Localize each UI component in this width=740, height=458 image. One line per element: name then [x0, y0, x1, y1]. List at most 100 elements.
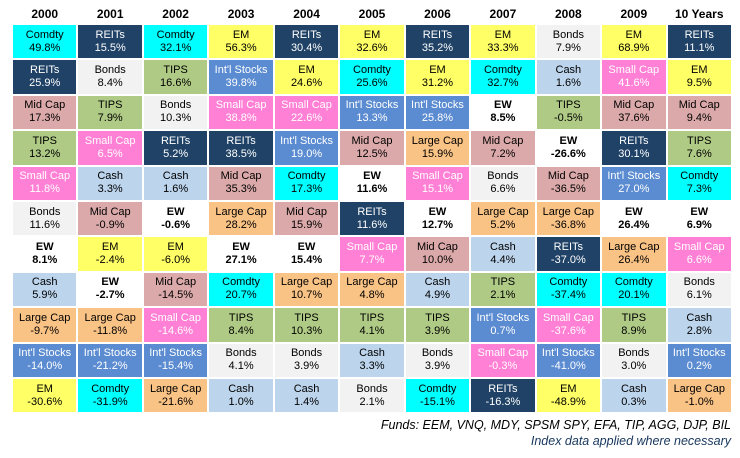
return-value: 11.6% [29, 218, 60, 231]
return-cell: Int'l Stocks 25.8% [405, 95, 470, 130]
return-value: 20.7% [225, 289, 257, 302]
asset-label: Comdty [287, 170, 326, 183]
return-cell: Small Cap 6.5% [78, 131, 142, 165]
return-value: 4.1% [359, 324, 385, 337]
asset-label: EW [232, 241, 250, 254]
return-value: 15.1% [421, 183, 454, 196]
return-cell: REITs 11.6% [340, 201, 404, 236]
return-cell: EM -2.4% [78, 237, 142, 271]
return-value: 13.3% [356, 112, 388, 125]
asset-label: Cash [228, 382, 254, 395]
asset-label: REITs [160, 134, 191, 147]
return-cell: Cash 4.9% [405, 272, 470, 307]
asset-label: Cash [424, 276, 451, 289]
year-header-row: 2000 2001 2002 2003 2004 2005 2006 2007 2008 2009… [13, 6, 731, 22]
return-value: 8.9% [621, 324, 647, 337]
return-cell: Large Cap -9.7% [13, 308, 77, 342]
return-value: 3.3% [359, 360, 385, 373]
return-value: 7.6% [686, 147, 712, 160]
year-header: 2003 [227, 7, 255, 21]
return-cell: Comdty 20.1% [602, 272, 666, 307]
return-cell: Cash 2.8% [667, 308, 731, 342]
return-value: 12.5% [356, 147, 388, 160]
asset-label: REITs [488, 382, 518, 395]
return-value: 38.5% [225, 147, 257, 160]
year-header: 2002 [162, 7, 189, 21]
asset-label: TIPS [621, 311, 647, 324]
asset-label: Large Cap [346, 276, 398, 289]
asset-label: Comdty [91, 382, 130, 395]
asset-label: REITs [95, 28, 125, 41]
return-value: 11.8% [29, 183, 60, 196]
return-cell: EM 31.2% [405, 60, 470, 94]
return-cell: Bonds 3.9% [405, 343, 470, 377]
return-value: -9.7% [30, 324, 60, 337]
return-cell: Int'l Stocks 0.7% [471, 308, 535, 342]
funds-note: Funds: EEM, VNQ, MDY, SPSM SPY, EFA, TIP… [380, 418, 731, 433]
return-value: 30.1% [618, 147, 650, 160]
return-value: 3.9% [424, 360, 450, 373]
return-value: 13.2% [29, 147, 61, 160]
return-cell: Small Cap 22.6% [274, 95, 339, 130]
return-value: 32.7% [487, 77, 519, 90]
return-cell: TIPS 2.1% [471, 272, 535, 307]
asset-label: Comdty [483, 64, 522, 77]
return-cell: Small Cap 7.7% [340, 237, 404, 271]
return-value: 35.2% [421, 41, 454, 54]
return-value: 7.2% [490, 147, 516, 160]
return-value: 4.8% [359, 289, 385, 302]
asset-label: Int'l Stocks [411, 99, 464, 112]
asset-label: EM [167, 241, 184, 254]
return-value: 0.3% [621, 395, 647, 408]
return-value: 5.2% [163, 147, 189, 160]
asset-label: Bonds [487, 170, 519, 183]
return-cell: Small Cap 38.8% [209, 95, 273, 130]
return-cell: Comdty -31.9% [78, 378, 142, 413]
asset-label: Mid Cap [482, 134, 524, 147]
asset-label: Large Cap [411, 134, 464, 147]
return-value: 0.2% [686, 360, 712, 373]
return-cell: Int'l Stocks -21.2% [78, 343, 142, 377]
return-cell: Bonds 11.6% [13, 201, 77, 236]
asset-label: Comdty [549, 276, 588, 289]
return-value: 32.1% [160, 41, 192, 54]
return-value: 10.0% [421, 254, 454, 267]
asset-label: Int'l Stocks [214, 64, 268, 77]
return-value: 7.9% [97, 112, 123, 125]
return-value: 32.6% [356, 41, 388, 54]
return-value: 8.4% [97, 77, 123, 90]
return-value: 17.3% [290, 183, 323, 196]
return-value: 15.4% [290, 254, 323, 267]
return-cell: REITs 30.1% [602, 131, 666, 165]
asset-label: EW [624, 205, 643, 218]
return-value: 7.9% [555, 41, 581, 54]
asset-label: TIPS [163, 64, 188, 77]
return-cell: Int'l Stocks 39.8% [209, 60, 273, 94]
year-header: 2004 [293, 7, 320, 21]
return-value: 27.0% [618, 183, 650, 196]
return-value: -2.7% [95, 289, 125, 302]
asset-label: TIPS [490, 276, 516, 289]
asset-label: Cash [620, 382, 647, 395]
return-value: -48.9% [550, 395, 586, 408]
return-value: -36.8% [550, 218, 586, 231]
return-cell: EM 33.3% [471, 25, 535, 59]
return-cell: Comdty 7.3% [667, 166, 731, 200]
return-cell: TIPS 4.1% [340, 308, 404, 342]
return-value: 22.6% [290, 112, 323, 125]
return-cell: EM 9.5% [667, 60, 731, 94]
asset-label: TIPS [97, 99, 123, 112]
asset-label: Bonds [421, 347, 454, 360]
return-cell: Small Cap 11.8% [13, 166, 77, 200]
asset-label: EM [691, 64, 708, 77]
asset-label: REITs [553, 241, 584, 254]
asset-label: Small Cap [542, 311, 594, 324]
return-cell: Int'l Stocks 0.2% [667, 343, 731, 377]
asset-label: REITs [684, 28, 714, 41]
return-cell: Bonds 4.1% [209, 343, 273, 377]
asset-label: EM [36, 382, 53, 395]
return-value: -0.5% [553, 112, 583, 125]
return-value: 3.0% [621, 360, 647, 373]
return-value: 49.8% [29, 41, 61, 54]
return-cell: Bonds 3.9% [274, 343, 339, 377]
